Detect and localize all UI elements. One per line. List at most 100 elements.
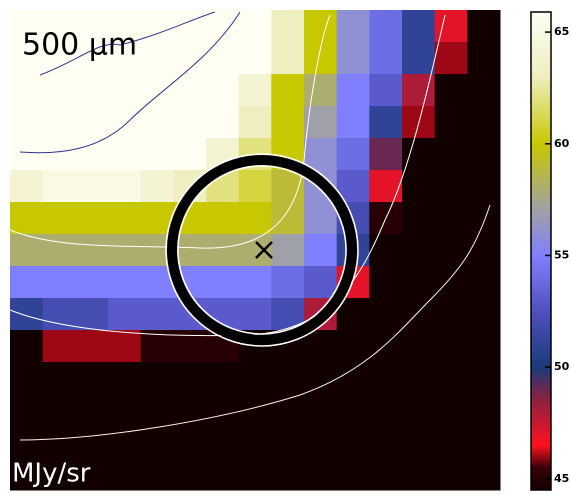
pixel	[271, 106, 305, 139]
pixel	[140, 74, 174, 107]
pixel	[42, 426, 76, 459]
pixel	[434, 394, 468, 427]
pixel	[369, 362, 403, 395]
pixel	[42, 106, 76, 139]
pixel	[10, 138, 44, 171]
pixel	[402, 298, 436, 331]
pixel	[206, 42, 240, 75]
pixel	[369, 138, 403, 171]
pixel	[369, 42, 403, 75]
colorbar	[530, 11, 552, 491]
pixel	[75, 234, 109, 267]
pixel	[402, 362, 436, 395]
colorbar-tick-label: 65	[554, 25, 569, 38]
pixel	[304, 394, 338, 427]
pixel	[467, 74, 501, 107]
pixel	[108, 202, 142, 235]
pixel	[402, 458, 436, 491]
pixel	[75, 266, 109, 299]
pixel	[238, 298, 272, 331]
pixel	[238, 42, 272, 75]
pixel	[271, 202, 305, 235]
pixel	[108, 362, 142, 395]
aperture-ring	[177, 165, 347, 335]
pixel	[467, 170, 501, 203]
pixel	[108, 138, 142, 171]
pixel	[10, 426, 44, 459]
pixel	[173, 458, 207, 491]
unit-label: MJy/sr	[12, 459, 91, 489]
pixel	[369, 458, 403, 491]
pixel	[271, 266, 305, 299]
pixel	[402, 266, 436, 299]
pixel	[402, 202, 436, 235]
pixel	[140, 394, 174, 427]
pixel	[140, 426, 174, 459]
pixel	[206, 458, 240, 491]
pixel	[140, 458, 174, 491]
colorbar-tick-label: 55	[554, 248, 569, 261]
pixel	[108, 266, 142, 299]
pixel	[10, 42, 44, 75]
pixel	[108, 170, 142, 203]
pixel	[206, 10, 240, 43]
pixel	[402, 10, 436, 43]
pixel	[75, 138, 109, 171]
aperture-ring	[165, 153, 359, 347]
pixel	[238, 458, 272, 491]
pixel	[434, 138, 468, 171]
pixel	[238, 362, 272, 395]
pixel	[42, 170, 76, 203]
pixel	[140, 42, 174, 75]
pixel	[140, 106, 174, 139]
pixel	[467, 138, 501, 171]
pixel	[271, 362, 305, 395]
pixel	[402, 330, 436, 363]
pixel	[10, 362, 44, 395]
pixel	[336, 330, 370, 363]
pixel	[206, 202, 240, 235]
pixel	[108, 394, 142, 427]
pixel	[467, 106, 501, 139]
pixel	[10, 234, 44, 267]
pixel	[140, 138, 174, 171]
pixel	[10, 330, 44, 363]
pixel	[434, 362, 468, 395]
pixel	[75, 170, 109, 203]
pixel	[108, 234, 142, 267]
pixel	[271, 10, 305, 43]
pixel	[369, 394, 403, 427]
pixel	[336, 42, 370, 75]
pixel	[75, 426, 109, 459]
pixel	[434, 42, 468, 75]
band-label: 500 μm	[22, 28, 137, 63]
pixel	[173, 426, 207, 459]
center-marker	[255, 241, 273, 259]
pixel	[238, 202, 272, 235]
pixel	[304, 330, 338, 363]
pixel	[434, 266, 468, 299]
pixel	[42, 10, 76, 43]
pixel	[369, 298, 403, 331]
pixel	[238, 266, 272, 299]
pixel	[467, 10, 501, 43]
pixel	[140, 170, 174, 203]
pixel	[140, 330, 174, 363]
pixel	[402, 42, 436, 75]
pixel	[10, 106, 44, 139]
pixel	[304, 74, 338, 107]
pixel	[238, 106, 272, 139]
pixel	[467, 458, 501, 491]
pixel	[271, 394, 305, 427]
pixel	[434, 330, 468, 363]
pixel	[467, 202, 501, 235]
pixel	[336, 362, 370, 395]
pixel	[75, 394, 109, 427]
pixel	[467, 362, 501, 395]
pixel	[75, 330, 109, 363]
pixel	[10, 74, 44, 107]
pixel	[304, 458, 338, 491]
pixel	[336, 426, 370, 459]
contour	[9, 14, 331, 249]
pixel	[108, 426, 142, 459]
